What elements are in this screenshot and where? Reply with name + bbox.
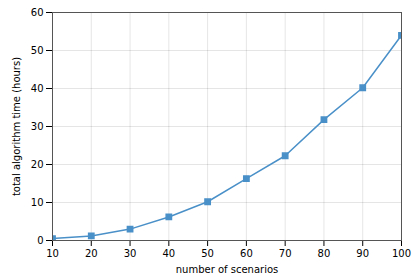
svg-text:total algorithm time (hours): total algorithm time (hours) — [11, 57, 22, 196]
svg-text:60: 60 — [31, 7, 44, 18]
svg-text:40: 40 — [31, 83, 44, 94]
svg-text:30: 30 — [31, 121, 44, 132]
svg-text:20: 20 — [31, 159, 44, 170]
svg-text:10: 10 — [31, 197, 44, 208]
svg-text:number of scenarios: number of scenarios — [176, 264, 279, 275]
svg-text:50: 50 — [31, 45, 44, 56]
svg-text:0: 0 — [37, 235, 43, 246]
svg-text:30: 30 — [124, 248, 137, 259]
svg-text:20: 20 — [85, 248, 98, 259]
svg-text:80: 80 — [318, 248, 331, 259]
svg-text:50: 50 — [201, 248, 214, 259]
svg-text:10: 10 — [46, 248, 59, 259]
svg-text:100: 100 — [392, 248, 411, 259]
svg-text:60: 60 — [240, 248, 253, 259]
svg-text:90: 90 — [356, 248, 369, 259]
svg-text:70: 70 — [279, 248, 292, 259]
svg-text:40: 40 — [162, 248, 175, 259]
